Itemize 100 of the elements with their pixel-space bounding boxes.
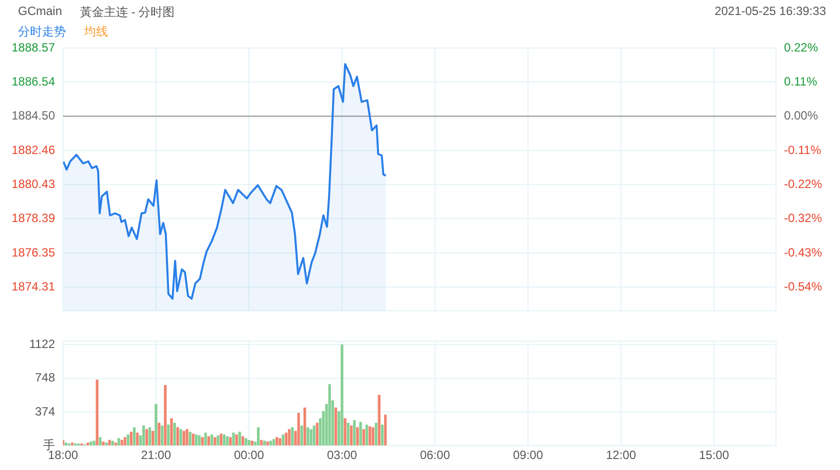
y2-tick-label: -0.32%	[784, 211, 822, 226]
bar	[374, 422, 378, 446]
bar	[282, 434, 284, 446]
bar	[248, 440, 250, 446]
bar	[188, 432, 192, 446]
bar	[154, 404, 158, 446]
bar	[120, 440, 124, 446]
y-tick-label: 748	[34, 370, 56, 385]
bar	[229, 437, 232, 446]
bar	[241, 436, 244, 446]
bar	[145, 429, 148, 446]
bar	[152, 430, 154, 446]
bar	[306, 427, 310, 446]
bar	[362, 429, 366, 446]
chart-subtitle: 黃金主连 - 分时图	[80, 4, 175, 21]
bar	[164, 384, 167, 446]
bar	[92, 440, 96, 446]
y-tick-label: 1880.43	[12, 176, 56, 191]
x-tick-label: 09:00	[512, 448, 544, 462]
bar	[132, 427, 136, 446]
bar	[334, 407, 338, 446]
y-tick-label: 1876.35	[12, 245, 56, 260]
bar	[359, 422, 362, 446]
y-tick-label: 1886.54	[12, 74, 56, 88]
bar	[344, 418, 346, 446]
y2-tick-label: -0.11%	[784, 142, 822, 157]
x-tick-label: 00:00	[234, 448, 264, 462]
y-tick-label: 374	[34, 404, 56, 418]
bar	[111, 440, 114, 446]
bar	[179, 429, 182, 446]
bar	[238, 432, 242, 446]
bar	[368, 426, 372, 446]
bar	[160, 425, 164, 446]
bar	[108, 440, 111, 446]
bar	[90, 442, 92, 446]
bar	[284, 432, 288, 446]
bar	[182, 430, 186, 446]
y2-tick-label: 0.11%	[784, 74, 818, 88]
bar	[70, 442, 74, 446]
bar	[250, 440, 254, 446]
bar	[222, 434, 226, 446]
bar	[173, 422, 176, 446]
bar	[220, 434, 222, 446]
legend-label: 均线	[83, 24, 108, 38]
bar	[260, 440, 263, 446]
bar	[214, 437, 216, 446]
bar	[102, 442, 105, 446]
bar	[194, 434, 198, 446]
y2-tick-label: 0.00%	[784, 108, 818, 123]
bar	[207, 436, 210, 446]
text: 2021-05-25 16:39:33	[714, 4, 826, 18]
bar	[192, 434, 195, 446]
bar	[136, 432, 139, 446]
bar	[269, 440, 272, 446]
y-tick-label: 1888.57	[12, 40, 56, 54]
bar	[86, 442, 90, 446]
x-tick-label: 15:00	[698, 448, 730, 462]
bar	[316, 422, 319, 446]
y2-tick-label: -0.22%	[784, 177, 822, 192]
bar	[288, 429, 291, 446]
bar	[291, 427, 294, 446]
bar	[114, 442, 118, 446]
bar	[130, 432, 133, 446]
bar	[235, 434, 238, 446]
bar	[365, 424, 368, 446]
bar	[303, 407, 306, 446]
bar	[372, 427, 374, 446]
x-tick-label: 12:00	[606, 448, 636, 462]
x-tick-label: 03:00	[326, 448, 358, 462]
chart-title: GCmain	[18, 4, 62, 18]
bar	[328, 384, 331, 446]
bar	[300, 425, 304, 446]
y-tick-label: 1882.46	[12, 142, 56, 157]
bar	[297, 412, 300, 446]
bar	[158, 422, 160, 446]
y-tick-label: 1884.50	[12, 108, 56, 123]
bar	[198, 435, 201, 446]
y2-tick-label: -0.43%	[784, 245, 822, 260]
bar	[312, 425, 316, 446]
bar	[148, 427, 152, 446]
bar	[126, 434, 130, 446]
bar	[378, 394, 381, 446]
bar	[278, 438, 282, 446]
y-tick-label: 1874.31	[12, 279, 56, 294]
bar	[117, 438, 120, 446]
bar	[98, 437, 102, 446]
bar	[226, 436, 229, 446]
bar	[256, 427, 260, 446]
y2-tick-label: -0.54%	[784, 279, 822, 294]
x-tick-label: 06:00	[420, 448, 450, 462]
bar	[356, 427, 359, 446]
bar	[64, 442, 68, 446]
bar	[186, 429, 188, 446]
bar	[350, 425, 353, 446]
y-tick-label: 1878.39	[12, 211, 56, 226]
bar	[340, 344, 344, 446]
bar	[232, 432, 235, 446]
y2-tick-label: 0.22%	[784, 40, 818, 54]
bar	[310, 429, 312, 446]
bar	[124, 437, 126, 446]
